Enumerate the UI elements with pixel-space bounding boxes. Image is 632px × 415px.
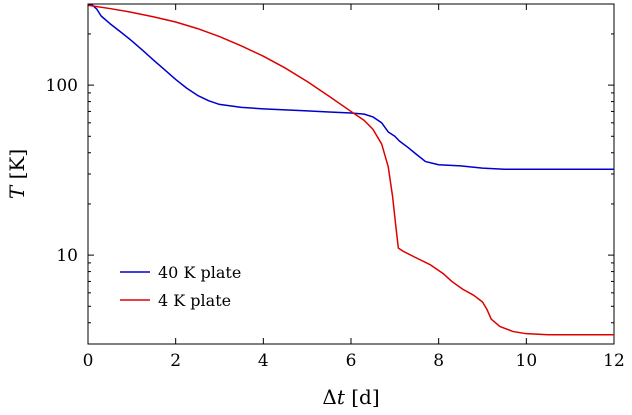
series-line-1 — [87, 4, 614, 336]
y-axis-label: T [K] — [5, 149, 29, 199]
y-axis-label-var: T — [5, 184, 29, 199]
x-tick-label: 2 — [170, 351, 181, 371]
y-tick-label: 100 — [46, 76, 78, 96]
legend: 40 K plate 4 K plate — [120, 263, 241, 310]
ticks-layer — [87, 3, 615, 345]
x-axis-label-var: t — [337, 385, 346, 409]
x-axis-label-unit: [d] — [345, 385, 380, 409]
x-tick-label: 12 — [603, 351, 625, 371]
x-tick-label: 4 — [258, 351, 269, 371]
x-tick-label: 0 — [83, 351, 94, 371]
legend-label-0: 40 K plate — [158, 263, 241, 282]
legend-label-1: 4 K plate — [158, 291, 231, 310]
x-tick-label: 8 — [433, 351, 444, 371]
y-tick-label: 10 — [56, 246, 78, 266]
x-axis-label: Δt [d] — [322, 385, 379, 409]
x-tick-label: 10 — [516, 351, 538, 371]
series-line-0 — [88, 4, 614, 170]
x-tick-label: 6 — [346, 351, 357, 371]
x-axis-label-delta: Δ — [322, 385, 336, 409]
labels-layer: 0 2 4 6 8 10 12 10 100 Δt [d] T [K] — [5, 76, 625, 409]
y-axis-label-unit: [K] — [5, 149, 29, 186]
